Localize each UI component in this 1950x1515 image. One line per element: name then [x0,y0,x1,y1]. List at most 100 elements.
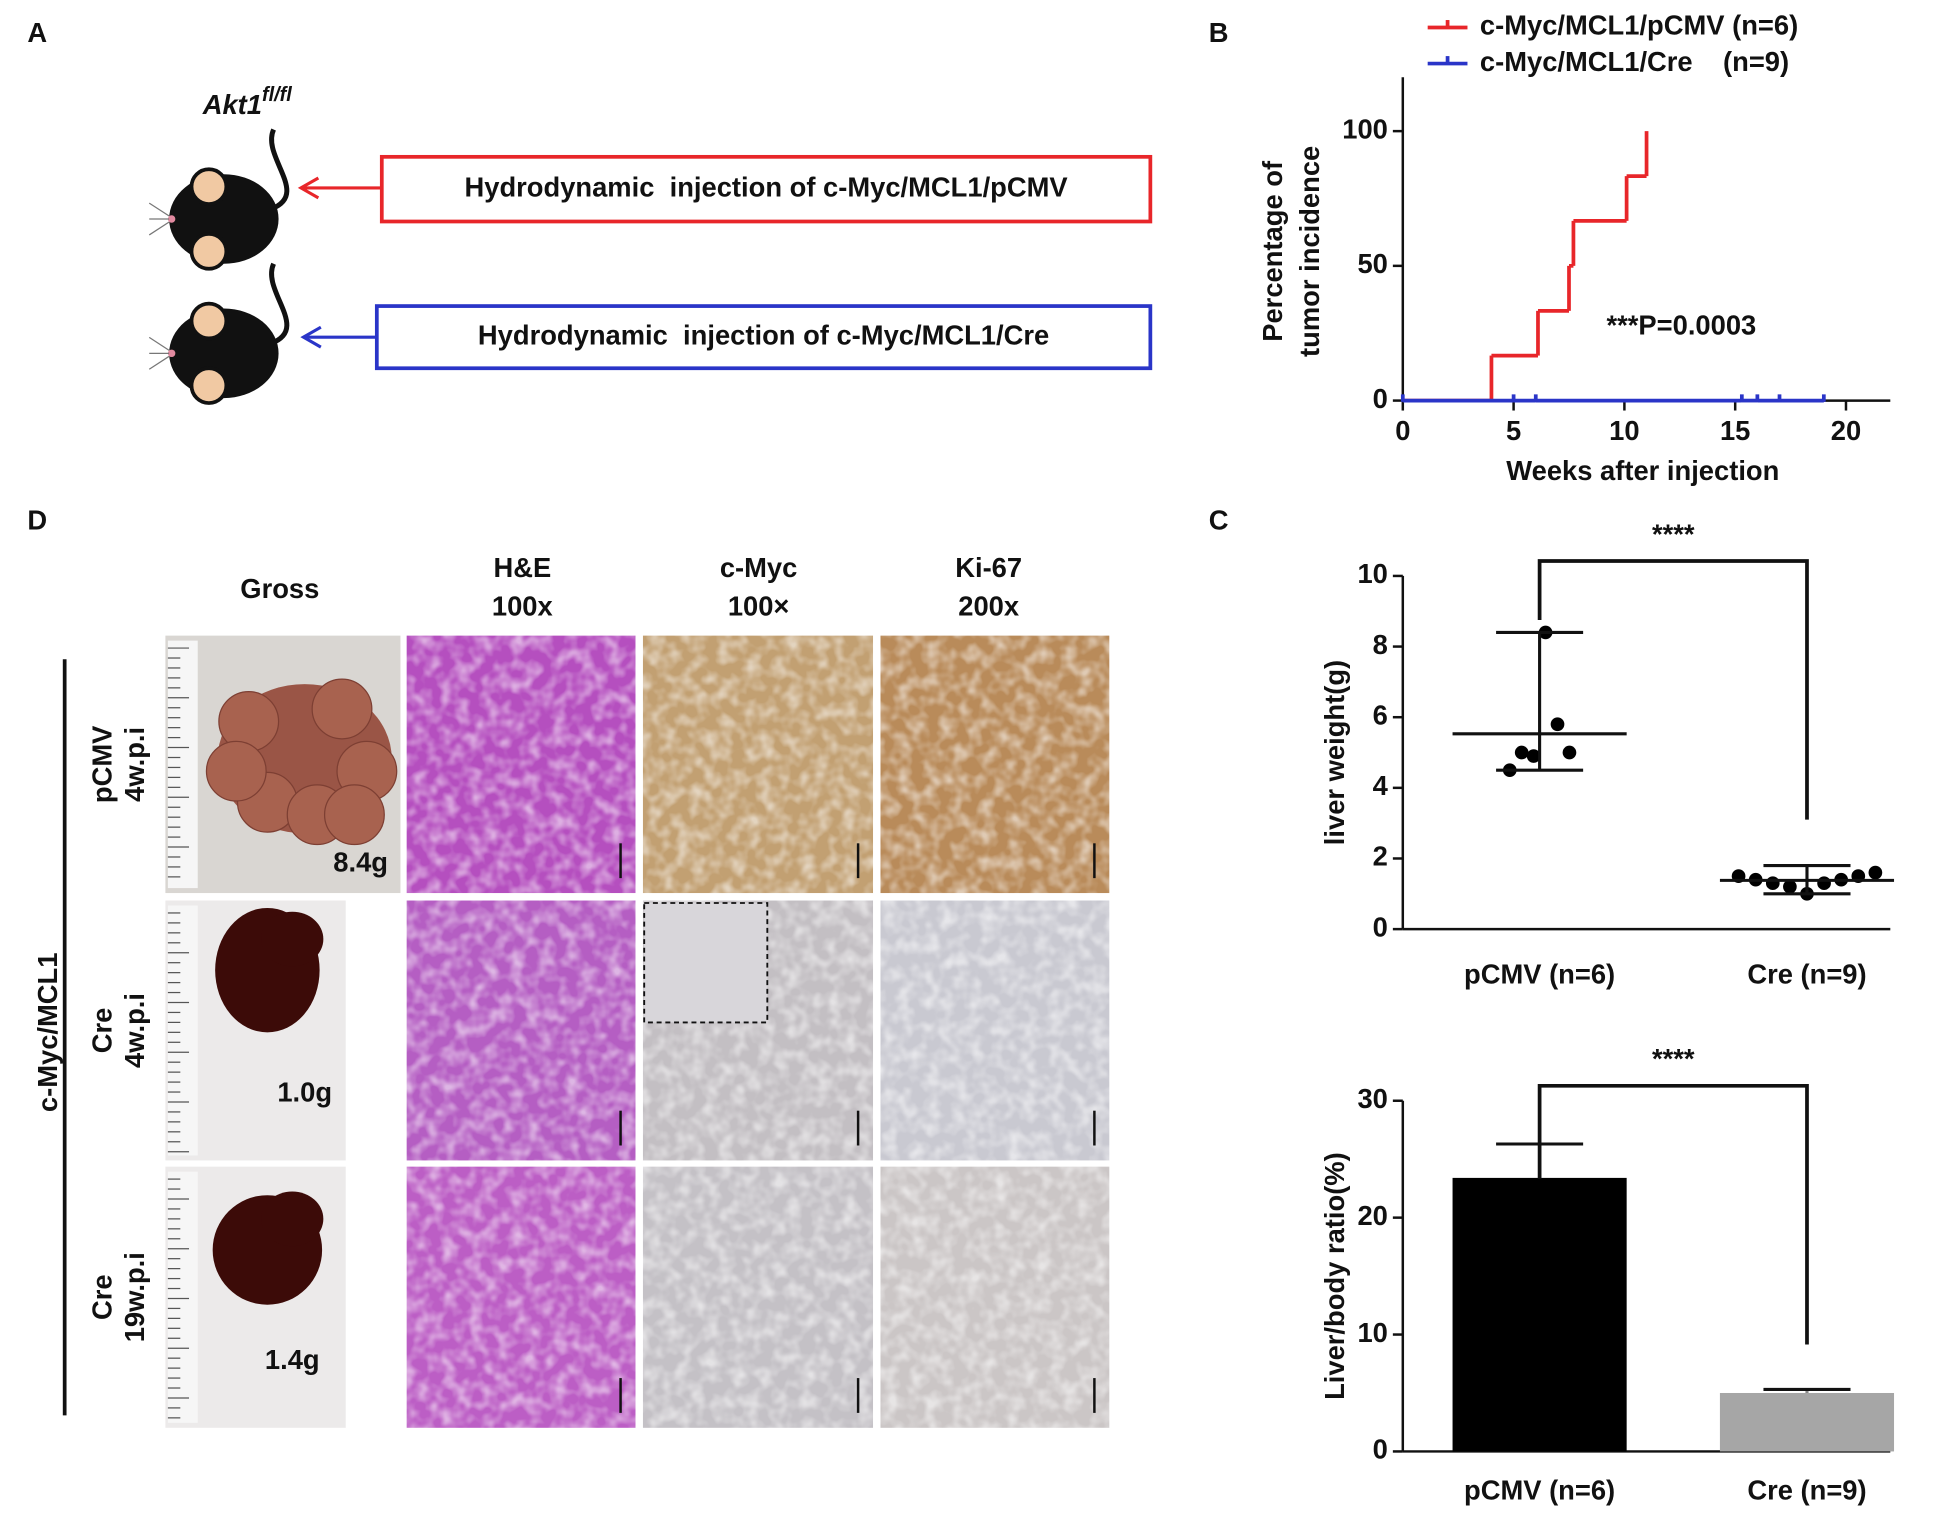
liver-weight: 8.4g [333,847,388,878]
histology-texture [406,900,636,1161]
significance-bracket [1537,559,1809,820]
y-tick-label: 4 [1373,770,1389,801]
x-tick-label: 0 [1395,415,1410,446]
significance-label: **** [1652,1043,1695,1074]
row-label: 4w.p.i [119,727,150,802]
data-point [1783,879,1797,894]
liver-weight: 1.4g [265,1344,320,1375]
histology-texture [642,635,874,894]
data-point [1765,876,1780,891]
column-header: 100x [492,590,553,621]
ruler [167,905,198,1156]
annotation: ***P=0.0003 [1606,309,1756,340]
bar [1452,1177,1627,1452]
mouse-ear [189,167,229,206]
genotype-superscript: fl/fl [262,84,292,106]
panel-label: C [1209,505,1229,536]
column-header: 100× [728,590,790,621]
mouse-tail [269,128,290,212]
inset-box [643,902,769,1024]
mouse-ear [189,366,229,405]
significance-label: **** [1652,518,1695,549]
bar [1719,1392,1895,1452]
legend-label: c-Myc/MCL1/Cre (n=9) [1480,46,1789,77]
mouse-nose [167,349,176,358]
arrow-head [300,325,322,349]
y-tick-label: 10 [1357,1317,1387,1348]
genotype: Akt1 [202,89,262,120]
liver-lobe [261,911,324,967]
row-label: Cre [87,1274,118,1320]
mouse-whisker [148,336,170,351]
x-tick-label: pCMV (n=6) [1464,959,1615,990]
x-tick-label: Cre (n=9) [1747,1475,1866,1506]
y-tick-label: 8 [1373,629,1388,660]
mouse-whisker [148,221,170,236]
histology-texture [880,635,1110,894]
y-tick-label: 100 [1342,113,1388,144]
y-tick-label: 0 [1373,911,1388,942]
liver-nodule [323,784,385,846]
genotype-label: Akt1fl/fl [202,84,293,120]
x-tick-label: Cre (n=9) [1747,959,1866,990]
data-point [1562,745,1577,760]
y-tick-label: 10 [1357,558,1387,589]
data-point [1514,745,1529,760]
y-tick-label: 2 [1373,841,1388,872]
panel-label: A [27,17,47,48]
y-tick-label: 0 [1373,1434,1388,1465]
x-axis-label: Weeks after injection [1506,455,1779,486]
liver-lobe [261,1191,324,1247]
panel-label: D [27,505,47,536]
column-header: H&E [493,552,551,583]
y-tick-label: 30 [1357,1083,1387,1114]
y-tick-label: 50 [1357,248,1387,279]
mouse-whisker [148,202,170,217]
arrow-head [297,176,320,200]
y-tick-label: 6 [1373,699,1388,730]
column-header: Ki-67 [955,552,1022,583]
data-point [1526,749,1541,763]
y-axis-label: liver weight(g) [1319,660,1350,845]
legend-label: c-Myc/MCL1/pCMV (n=6) [1480,10,1798,41]
y-axis-label: tumor incidence [1294,146,1325,357]
histology-texture [406,635,636,894]
column-header: 200x [958,590,1019,621]
liver-nodule [205,740,267,802]
row-label: Cre [87,1008,118,1054]
row-label: 4w.p.i [119,993,150,1068]
mouse-nose [167,215,176,223]
injection-text: Hydrodynamic injection of c-Myc/MCL1/pCM… [464,171,1068,202]
histology-texture [880,1166,1110,1428]
row-label: pCMV [87,725,118,803]
mouse-whisker [148,355,170,370]
row-label: 19w.p.i [119,1252,150,1342]
data-point [1817,876,1831,891]
y-axis-label: Liver/body ratio(%) [1319,1152,1350,1400]
mouse-tail [269,262,290,346]
mouse-ear [189,232,229,271]
significance-bracket [1537,1083,1809,1345]
panel-label: B [1209,17,1229,48]
liver-weight: 1.0g [277,1077,332,1108]
y-axis-label: Percentage of [1257,160,1288,342]
data-point [1550,717,1565,732]
y-tick-label: 0 [1373,383,1388,414]
injection-text: Hydrodynamic injection of c-Myc/MCL1/Cre [478,319,1049,350]
x-tick-label: pCMV (n=6) [1464,1475,1615,1506]
mouse-ear [189,301,229,341]
group-label: c-Myc/MCL1 [32,953,63,1113]
y-tick-label: 20 [1357,1200,1387,1231]
x-tick-label: 15 [1720,415,1750,446]
column-header: Gross [240,573,319,604]
histology-texture [406,1166,636,1428]
x-tick-label: 10 [1609,415,1639,446]
x-tick-label: 20 [1831,415,1861,446]
column-header: c-Myc [720,552,798,583]
ruler [167,1171,198,1423]
liver-nodule [311,678,373,740]
data-point [1868,865,1883,880]
x-tick-label: 5 [1506,415,1521,446]
